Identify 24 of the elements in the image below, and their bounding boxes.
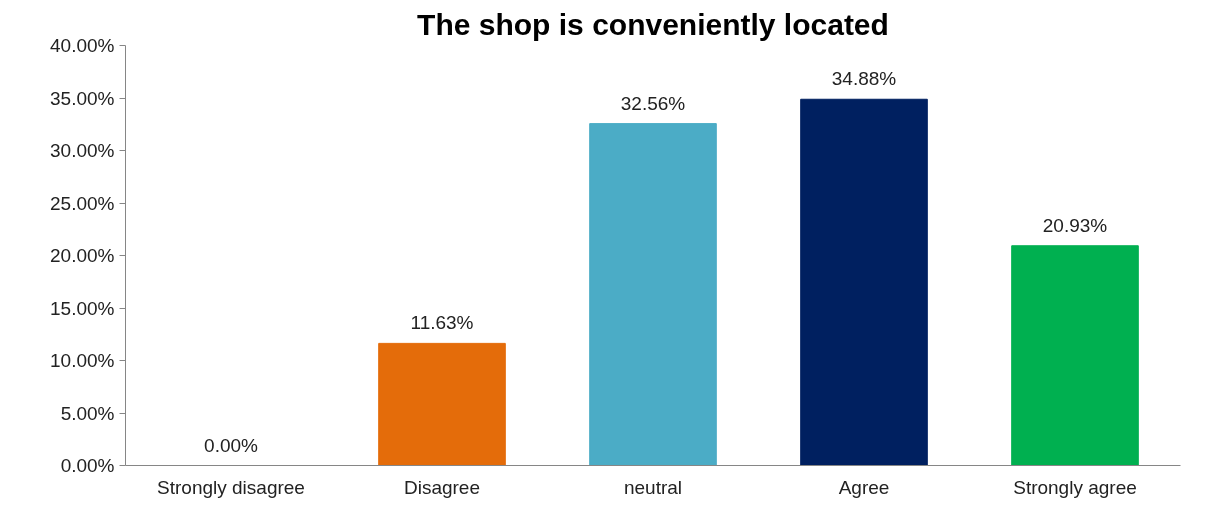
x-tick-label: neutral: [623, 476, 683, 498]
x-tick-label: Disagree: [403, 476, 481, 498]
y-tick-label: 35.00%: [50, 87, 115, 109]
data-label: 32.56%: [620, 92, 686, 114]
y-tick-label: 15.00%: [50, 297, 115, 319]
data-label: 20.93%: [1042, 214, 1108, 236]
x-tick-label: Strongly disagree: [157, 476, 305, 498]
y-tick-label: 25.00%: [50, 192, 115, 214]
x-tick-label: Agree: [838, 476, 890, 498]
data-label: 11.63%: [410, 312, 474, 334]
bar: [589, 123, 717, 466]
y-tick-label: 30.00%: [50, 140, 115, 161]
bar: [378, 342, 506, 466]
bar: [800, 98, 928, 466]
chart-title: The shop is conveniently located: [417, 7, 889, 41]
y-tick-label: 0.00%: [60, 455, 115, 476]
data-label: 0.00%: [204, 434, 259, 456]
bar: [1011, 245, 1139, 466]
x-tick-label: Strongly agree: [1013, 476, 1137, 498]
y-tick-label: 5.00%: [60, 402, 115, 424]
y-tick-label: 20.00%: [50, 245, 115, 266]
data-label: 34.88%: [831, 68, 897, 90]
y-tick-label: 10.00%: [50, 350, 115, 371]
y-tick-label: 40.00%: [50, 35, 115, 56]
